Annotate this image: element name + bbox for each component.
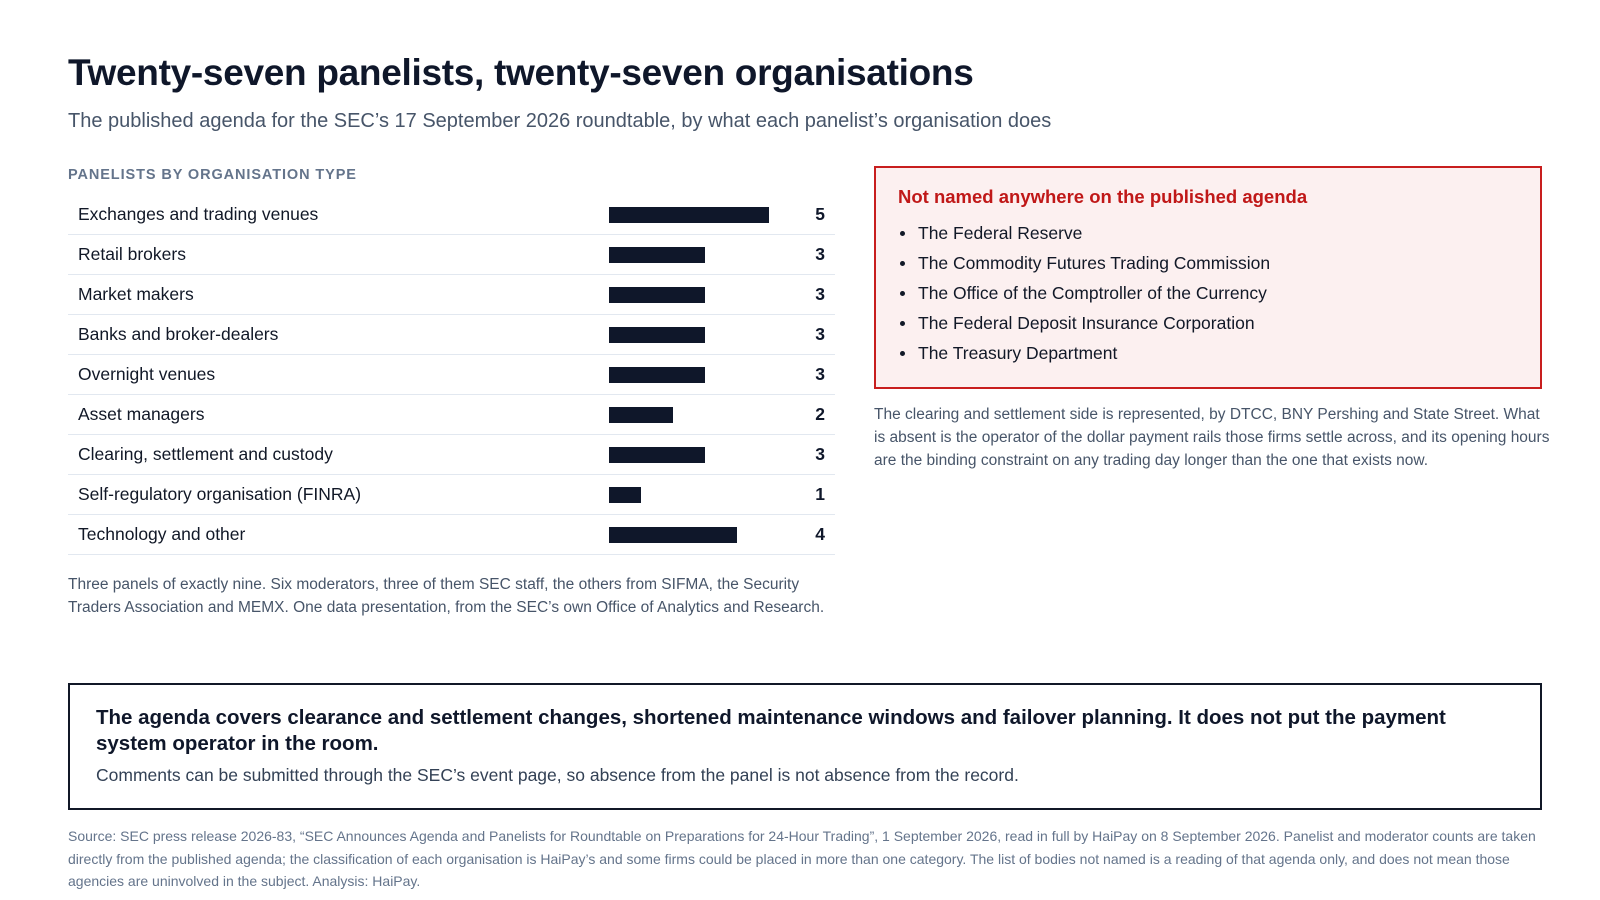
source-note: Source: SEC press release 2026-83, “SEC … xyxy=(68,828,1536,889)
bar xyxy=(609,447,705,463)
bar-row: Self-regulatory organisation (FINRA) 1 xyxy=(68,475,835,515)
bar-row: Clearing, settlement and custody 3 xyxy=(68,435,835,475)
category-label: Exchanges and trading venues xyxy=(78,204,319,224)
bar-track xyxy=(609,207,769,223)
list-item: The Commodity Futures Trading Commission xyxy=(898,248,1518,278)
category-label: Overnight venues xyxy=(78,364,216,384)
absent-agencies-list: The Federal Reserve The Commodity Future… xyxy=(898,218,1518,368)
value-label: 5 xyxy=(815,204,825,224)
bar-row: Retail brokers 3 xyxy=(68,235,835,275)
category-label: Technology and other xyxy=(78,524,246,544)
bar-row: Exchanges and trading venues 5 xyxy=(68,195,835,235)
absent-note: The clearing and settlement side is repr… xyxy=(874,406,1550,469)
bar xyxy=(609,327,705,343)
bar-track xyxy=(609,367,769,383)
value-label: 2 xyxy=(815,404,825,424)
callout-headline: The agenda covers clearance and settleme… xyxy=(96,706,1446,755)
bar-track xyxy=(609,287,769,303)
bar-track xyxy=(609,527,769,543)
value-label: 3 xyxy=(815,364,825,384)
bar-track xyxy=(609,327,769,343)
absent-agencies-box: Not named anywhere on the published agen… xyxy=(874,166,1542,389)
bar xyxy=(609,287,705,303)
bar xyxy=(609,407,673,423)
callout-body: Comments can be submitted through the SE… xyxy=(96,765,1019,785)
list-item: The Federal Reserve xyxy=(898,218,1518,248)
bar xyxy=(609,247,705,263)
chart-title: PANELISTS BY ORGANISATION TYPE xyxy=(68,167,357,183)
bar-row: Overnight venues 3 xyxy=(68,355,835,395)
list-item: The Treasury Department xyxy=(898,338,1518,368)
bar-chart: Exchanges and trading venues 5 Retail brok… xyxy=(68,195,835,555)
bar xyxy=(609,527,737,543)
value-label: 4 xyxy=(815,524,825,544)
bar-track xyxy=(609,487,769,503)
absent-agencies-title: Not named anywhere on the published agen… xyxy=(898,186,1308,207)
category-label: Market makers xyxy=(78,284,194,304)
bar xyxy=(609,207,769,223)
bar-track xyxy=(609,447,769,463)
bar xyxy=(609,487,641,503)
bar-row: Asset managers 2 xyxy=(68,395,835,435)
list-item: The Office of the Comptroller of the Cur… xyxy=(898,278,1518,308)
value-label: 3 xyxy=(815,444,825,464)
category-label: Retail brokers xyxy=(78,244,186,264)
bar-row: Banks and broker-dealers 3 xyxy=(68,315,835,355)
bar-track xyxy=(609,247,769,263)
category-label: Asset managers xyxy=(78,404,205,424)
value-label: 3 xyxy=(815,244,825,264)
value-label: 3 xyxy=(815,284,825,304)
category-label: Banks and broker-dealers xyxy=(78,324,279,344)
bar-row: Market makers 3 xyxy=(68,275,835,315)
value-label: 1 xyxy=(815,484,825,504)
category-label: Clearing, settlement and custody xyxy=(78,444,333,464)
bar-track xyxy=(609,407,769,423)
bar-row: Technology and other 4 xyxy=(68,515,835,555)
category-label: Self-regulatory organisation (FINRA) xyxy=(78,484,362,504)
list-item: The Federal Deposit Insurance Corporatio… xyxy=(898,308,1518,338)
bar xyxy=(609,367,705,383)
chart-note: Three panels of exactly nine. Six modera… xyxy=(68,576,825,616)
page-subtitle: The published agenda for the SEC’s 17 Se… xyxy=(68,110,1052,132)
callout-box: The agenda covers clearance and settleme… xyxy=(68,683,1542,810)
page-title: Twenty-seven panelists, twenty-seven org… xyxy=(68,52,974,93)
value-label: 3 xyxy=(815,324,825,344)
